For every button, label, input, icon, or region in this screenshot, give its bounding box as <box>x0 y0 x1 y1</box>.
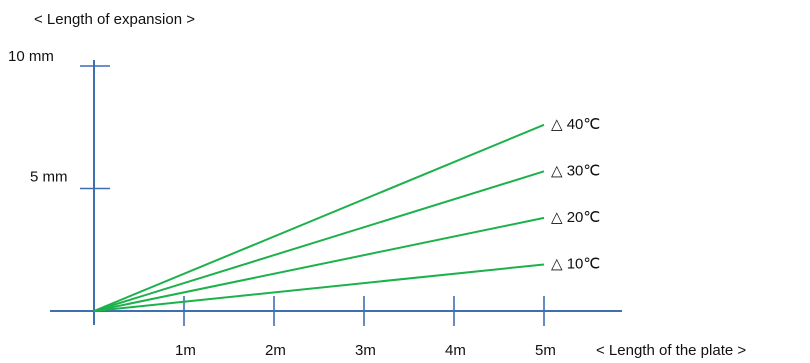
y-tick-label: 5 mm <box>30 169 68 186</box>
x-tick-label: 3m <box>355 342 376 359</box>
x-tick-label: 2m <box>265 342 286 359</box>
chart-title: < Length of expansion > <box>34 11 195 28</box>
series-line <box>93 263 545 312</box>
series-label: △ 40℃ <box>551 116 600 133</box>
series-labels: △ 40℃ △ 30℃ △ 20℃ △ 10℃ <box>551 116 600 273</box>
x-axis-label: < Length of the plate > <box>596 342 746 359</box>
series-line <box>93 123 545 312</box>
series-line <box>93 216 545 312</box>
x-tick-label: 5m <box>535 342 556 359</box>
series-label: △ 30℃ <box>551 162 600 179</box>
series-line <box>93 170 545 312</box>
y-tick-label: 10 mm <box>8 48 54 65</box>
axis-ticks: 1m 2m 3m 4m 5m 5 mm 10 mm <box>8 48 556 359</box>
series-label: △ 20℃ <box>551 209 600 226</box>
x-tick-label: 4m <box>445 342 466 359</box>
series-label: △ 10℃ <box>551 255 600 272</box>
x-tick-label: 1m <box>175 342 196 359</box>
series-lines <box>93 123 545 312</box>
